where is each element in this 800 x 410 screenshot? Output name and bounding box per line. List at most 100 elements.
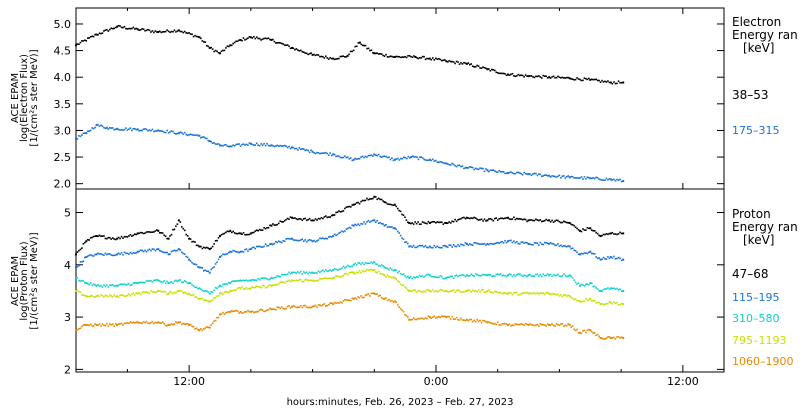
interp-point (364, 223, 367, 225)
interp-point (555, 294, 558, 296)
interp-point (88, 283, 91, 286)
interp-point (98, 285, 101, 287)
data-point (383, 201, 386, 204)
interp-point (361, 223, 364, 225)
proton-legend-title-1: Proton (732, 207, 771, 221)
interp-point (150, 231, 152, 234)
interp-point (313, 152, 315, 154)
interp-point (247, 233, 249, 236)
interp-point (457, 219, 459, 221)
interp-point (183, 253, 186, 255)
interp-point (471, 289, 474, 292)
interp-point (561, 175, 564, 178)
data-point (311, 219, 314, 222)
interp-point (582, 228, 584, 230)
interp-point (298, 239, 301, 242)
interp-point (180, 323, 183, 326)
interp-point (76, 289, 79, 292)
data-point (85, 240, 88, 243)
interp-point (536, 75, 539, 78)
interp-point (223, 313, 226, 315)
interp-point (277, 222, 280, 225)
interp-point (100, 284, 102, 287)
interp-point (167, 132, 170, 134)
interp-point (223, 291, 226, 294)
interp-point (516, 217, 518, 220)
interp-point (488, 243, 490, 246)
interp-point (210, 268, 212, 271)
interp-point (84, 132, 86, 134)
interp-point (619, 303, 621, 306)
interp-point (354, 297, 356, 299)
interp-point (94, 33, 96, 36)
data-point (486, 169, 489, 172)
interp-point (210, 140, 212, 143)
interp-point (370, 220, 373, 223)
data-point (157, 279, 160, 282)
interp-point (370, 154, 373, 156)
interp-point (407, 55, 409, 57)
interp-point (433, 290, 436, 293)
interp-point (583, 252, 586, 254)
interp-point (122, 254, 124, 256)
interp-point (228, 291, 230, 294)
interp-point (540, 292, 543, 295)
interp-point (439, 274, 442, 277)
interp-point (411, 290, 413, 293)
interp-point (396, 230, 399, 233)
interp-point (563, 220, 565, 223)
interp-point (280, 281, 283, 283)
interp-point (435, 57, 437, 60)
interp-point (363, 270, 365, 273)
interp-point (244, 248, 246, 251)
data-point (465, 318, 468, 321)
interp-point (520, 74, 523, 77)
interp-point (217, 286, 220, 288)
interp-point (252, 35, 255, 38)
interp-point (388, 203, 390, 205)
interp-point (396, 280, 399, 282)
interp-point (529, 243, 531, 245)
data-point (332, 303, 335, 306)
interp-point (300, 304, 302, 307)
interp-point (511, 73, 514, 75)
series-2 (75, 219, 625, 274)
interp-point (571, 78, 574, 80)
interp-point (415, 291, 418, 293)
interp-point (440, 59, 443, 62)
interp-point (557, 175, 559, 178)
interp-point (489, 69, 492, 72)
series-5 (75, 292, 625, 340)
interp-point (439, 58, 442, 61)
interp-point (595, 287, 597, 289)
data-point (270, 308, 273, 311)
interp-point (264, 277, 267, 279)
interp-point (398, 280, 400, 283)
interp-point (492, 169, 495, 171)
interp-point (207, 247, 210, 249)
interp-point (446, 315, 449, 318)
interp-point (372, 269, 374, 271)
interp-point (201, 329, 204, 332)
interp-point (283, 282, 286, 284)
proton-legend-series-1: 47–68 (732, 267, 769, 281)
interp-point (532, 324, 534, 326)
interp-point (186, 134, 189, 137)
interp-point (383, 155, 386, 158)
interp-point (538, 275, 540, 278)
interp-point (107, 295, 110, 298)
interp-point (520, 218, 523, 220)
interp-point (186, 256, 189, 259)
interp-point (438, 290, 440, 292)
interp-point (435, 221, 437, 224)
interp-point (319, 152, 321, 155)
interp-point (440, 275, 443, 278)
interp-point (302, 280, 305, 283)
interp-point (142, 28, 145, 31)
interp-point (247, 144, 249, 146)
interp-point (103, 324, 105, 327)
interp-point (498, 217, 500, 220)
interp-point (514, 218, 517, 221)
interp-point (582, 253, 584, 255)
interp-point (536, 292, 539, 294)
